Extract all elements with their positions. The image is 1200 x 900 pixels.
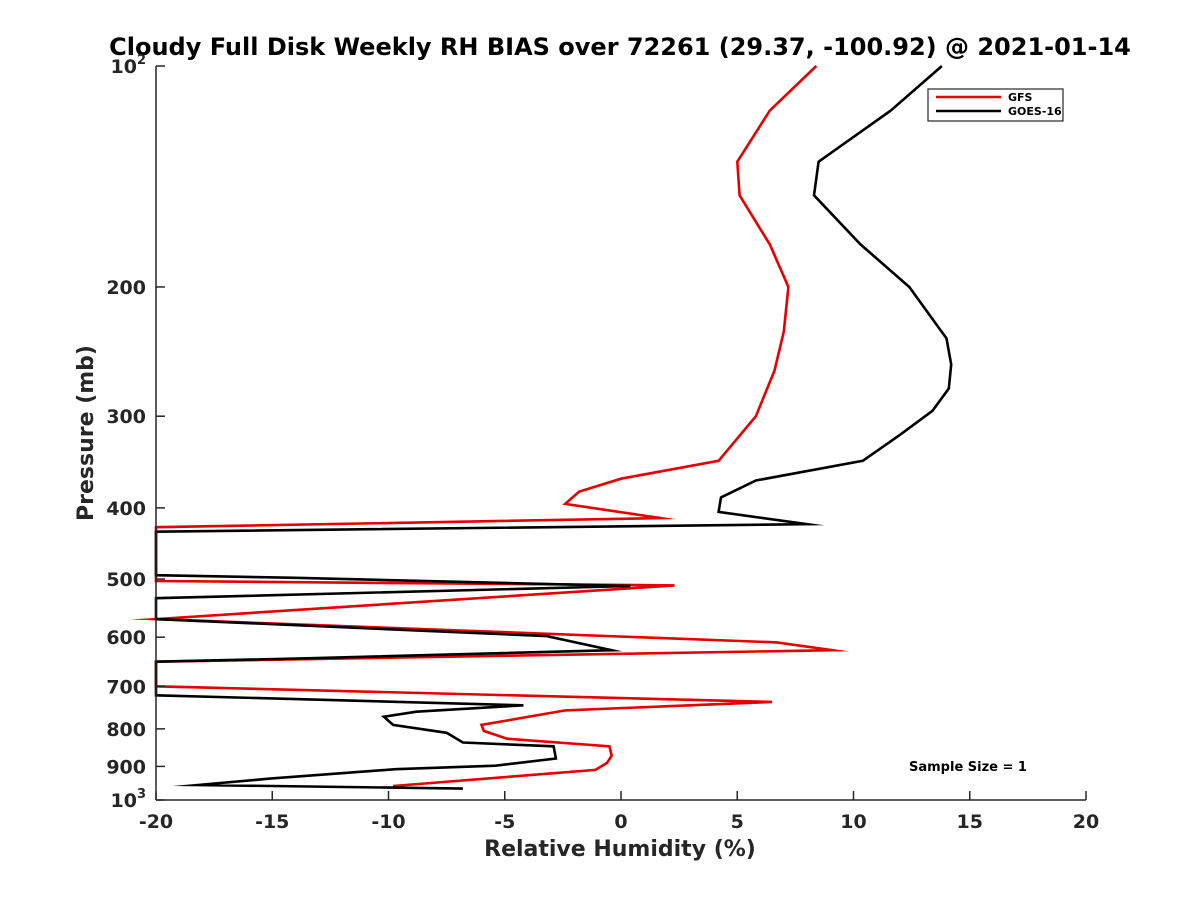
x-axis-label: Relative Humidity (%) <box>484 837 756 862</box>
x-tick-label: -15 <box>255 811 289 833</box>
x-tick-label: 5 <box>731 811 744 833</box>
y-tick-label: 900 <box>106 756 146 778</box>
y-tick-label: 500 <box>106 569 146 591</box>
y-tick-label: 200 <box>106 277 146 299</box>
y-tick-label: 700 <box>106 676 146 698</box>
chart-title: Cloudy Full Disk Weekly RH BIAS over 722… <box>109 33 1131 61</box>
x-tick-label: 20 <box>1073 811 1099 833</box>
x-axis-ticks: -20 -15 -10 -5 0 5 10 15 20 <box>139 791 1099 833</box>
series-layer <box>130 65 953 790</box>
plot-area <box>156 66 1086 800</box>
legend-box <box>927 88 1064 122</box>
x-tick-label: 15 <box>957 811 983 833</box>
x-tick-label: -5 <box>494 811 515 833</box>
y-tick-label: 600 <box>106 627 146 649</box>
series-line-gfs <box>130 65 850 788</box>
x-tick-label: 10 <box>840 811 866 833</box>
y-tick-label: 800 <box>106 719 146 741</box>
y-axis-ticks: 102 200 300 400 500 600 700 800 900 103 <box>106 53 165 812</box>
y-tick-label: 102 <box>111 53 147 78</box>
x-tick-label: -20 <box>139 811 173 833</box>
sample-size-annotation: Sample Size = 1 <box>909 760 1027 775</box>
legend-label: GFS <box>1008 91 1033 104</box>
series-line-goes-16 <box>154 65 953 790</box>
y-tick-label: 103 <box>111 787 147 812</box>
legend-label: GOES-16 <box>1008 105 1062 118</box>
y-axis-label: Pressure (mb) <box>74 345 99 521</box>
y-tick-label: 300 <box>106 406 146 428</box>
y-tick-label: 400 <box>106 498 146 520</box>
x-tick-label: 0 <box>614 811 627 833</box>
x-tick-label: -10 <box>371 811 405 833</box>
